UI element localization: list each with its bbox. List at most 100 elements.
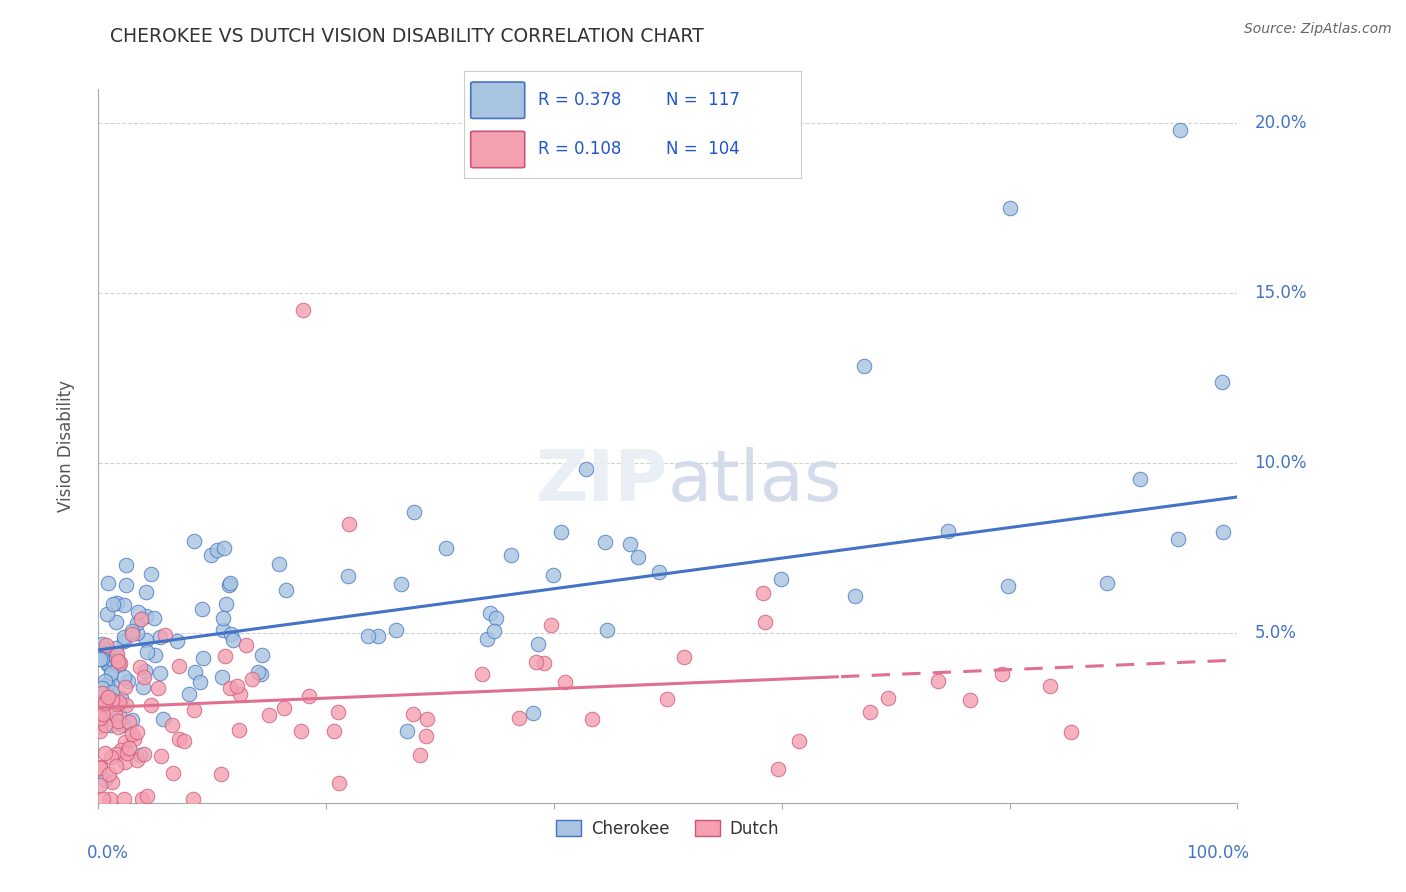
Point (101, 693, 124, 707)
Point (135, 633, 157, 648)
Point (107, 657, 129, 672)
Point (91, 792, 114, 806)
Point (991, 667, 1014, 681)
Point (184, 665, 207, 680)
Point (177, 687, 200, 701)
Point (131, 680, 153, 694)
Point (222, 632, 245, 647)
Point (859, 705, 882, 719)
Point (136, 789, 159, 804)
Text: atlas: atlas (668, 447, 842, 516)
Point (89, 759, 111, 773)
Point (103, 706, 125, 721)
Point (125, 615, 148, 630)
Point (108, 657, 131, 672)
Point (936, 524, 959, 538)
Point (94, 696, 117, 710)
Point (257, 708, 280, 723)
Point (655, 692, 678, 706)
Point (212, 611, 235, 625)
Point (484, 610, 506, 624)
Point (96, 677, 118, 691)
Point (770, 572, 793, 586)
Point (209, 766, 232, 780)
Point (96, 647, 118, 661)
Point (508, 710, 530, 724)
Point (1167, 532, 1189, 546)
Point (105, 650, 128, 665)
Point (90, 711, 112, 725)
Point (112, 670, 135, 684)
Point (247, 665, 270, 679)
Point (471, 667, 494, 681)
Point (89, 698, 111, 712)
Point (844, 589, 866, 603)
Point (228, 723, 250, 737)
Point (89, 643, 111, 657)
Point (101, 677, 124, 691)
Point (212, 623, 235, 637)
Point (193, 651, 215, 665)
Point (121, 627, 143, 641)
Point (114, 558, 136, 572)
Point (107, 720, 129, 734)
Point (100, 685, 122, 699)
Point (211, 670, 233, 684)
Point (129, 748, 152, 763)
Point (226, 679, 249, 693)
Point (326, 705, 349, 719)
Point (114, 578, 136, 592)
Point (127, 753, 149, 767)
Point (297, 689, 319, 703)
Point (98, 767, 121, 781)
Point (249, 667, 271, 681)
Point (135, 584, 157, 599)
Point (115, 698, 138, 713)
Point (389, 577, 412, 591)
Text: R = 0.108: R = 0.108 (538, 141, 621, 159)
Point (478, 607, 501, 621)
Point (104, 641, 127, 656)
Point (112, 634, 135, 648)
Point (541, 568, 564, 582)
Point (104, 759, 127, 773)
Point (142, 611, 165, 625)
Point (188, 675, 211, 690)
Text: 0.0%: 0.0% (87, 844, 129, 862)
Point (91, 641, 114, 656)
Point (136, 645, 159, 659)
Point (135, 609, 157, 624)
Point (104, 615, 127, 629)
Point (927, 673, 949, 688)
Point (108, 656, 131, 670)
Point (127, 605, 149, 619)
Point (94, 674, 117, 689)
Point (134, 669, 156, 683)
Point (100, 668, 122, 682)
Point (540, 618, 562, 632)
Point (114, 734, 136, 748)
Point (89, 711, 111, 725)
Point (107, 654, 129, 668)
Point (108, 707, 131, 722)
Point (215, 597, 238, 611)
Point (228, 687, 250, 701)
Text: 100.0%: 100.0% (1185, 844, 1249, 862)
Point (112, 630, 135, 644)
Point (181, 792, 204, 806)
Point (94, 718, 117, 732)
Point (149, 665, 172, 680)
Point (111, 718, 134, 732)
Point (149, 749, 172, 764)
Point (103, 653, 125, 667)
Point (93, 693, 115, 707)
Point (90, 681, 112, 695)
Point (118, 714, 141, 729)
Point (89, 651, 111, 665)
Point (648, 565, 671, 579)
Point (149, 630, 172, 644)
Point (673, 650, 696, 665)
Text: Source: ZipAtlas.com: Source: ZipAtlas.com (1244, 22, 1392, 37)
Point (117, 673, 139, 688)
Point (98, 792, 121, 806)
